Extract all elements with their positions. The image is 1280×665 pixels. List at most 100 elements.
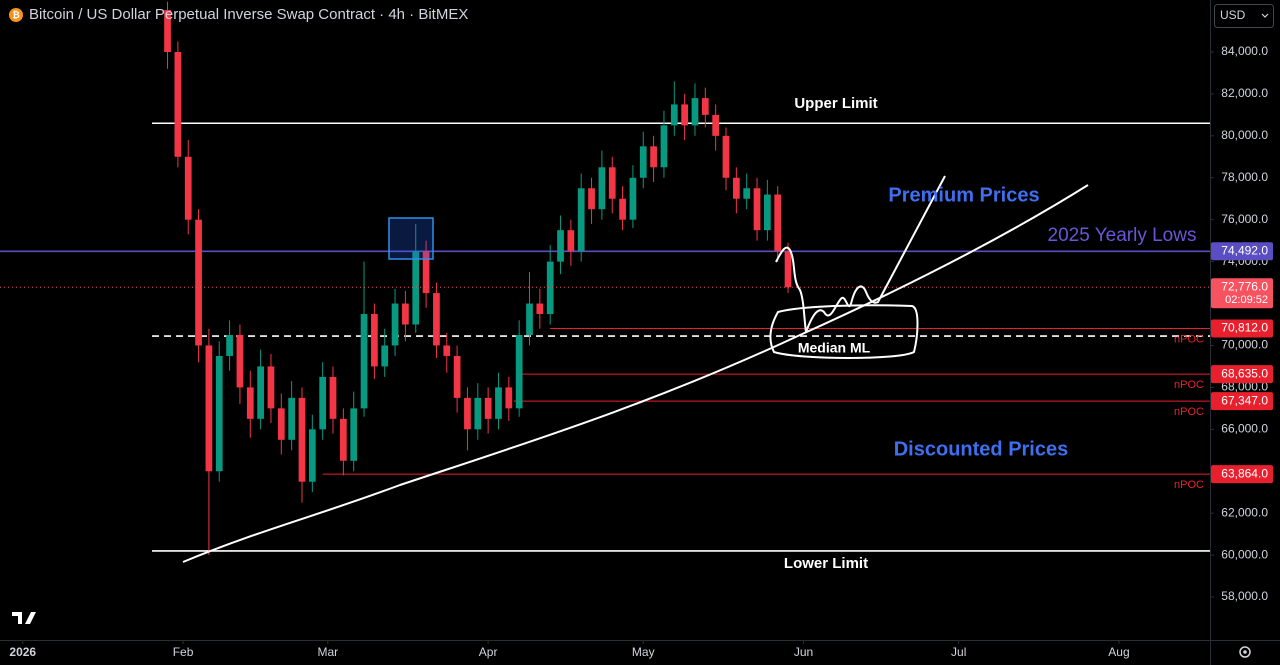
candle-body (567, 230, 575, 252)
candle-body (495, 387, 502, 419)
settings-icon[interactable] (1239, 646, 1251, 658)
candle-body (360, 314, 368, 409)
logo[interactable] (12, 612, 36, 624)
candle-body (381, 345, 389, 367)
candle-body (598, 167, 606, 210)
x-tick-label: Apr (479, 645, 498, 659)
y-tick-label: 58,000.0 (1221, 589, 1268, 603)
candle-body (308, 429, 316, 482)
candle-body (329, 376, 337, 419)
x-tick-label: Jul (951, 645, 966, 659)
y-tick-label: 70,000.0 (1221, 338, 1268, 352)
x-tick-label: Jun (794, 645, 813, 659)
candle-body (236, 334, 244, 388)
candle-body (774, 194, 782, 252)
candle-body (402, 303, 409, 325)
candle-body (639, 146, 647, 178)
y-tick-label: 78,000.0 (1221, 170, 1268, 184)
candle-body (164, 10, 171, 52)
candle-body (557, 230, 564, 262)
price-tag (1211, 242, 1273, 261)
annotation: Premium Prices (888, 184, 1039, 206)
level-marker: nPOC (1174, 406, 1204, 418)
candle-body (422, 251, 430, 294)
trend-line (182, 184, 1089, 563)
level-marker: nPOC (1174, 479, 1204, 491)
candle-body (350, 408, 358, 461)
level-marker: nPOC (1174, 379, 1204, 391)
candle-body (784, 251, 792, 288)
candle-body (319, 376, 327, 430)
y-tick-label: 62,000.0 (1221, 505, 1268, 519)
candle-body (660, 125, 668, 168)
candle-body (650, 146, 657, 168)
x-tick-label: Aug (1108, 645, 1129, 659)
currency-label[interactable]: USD (1220, 8, 1246, 22)
candle-body (453, 355, 461, 398)
level-marker: nPOC (1174, 333, 1204, 345)
candle-body (764, 194, 771, 231)
candle-body (505, 387, 513, 409)
candle-body (443, 345, 451, 356)
candle-body (371, 314, 378, 367)
candle-body (629, 177, 637, 220)
settings-icon-center (1243, 650, 1247, 654)
axes: 58,000.060,000.062,000.064,000.066,000.0… (9, 44, 1273, 659)
candle-body (577, 188, 585, 252)
x-tick-label: Mar (318, 645, 339, 659)
candle-body (753, 188, 761, 231)
symbol-icon-glyph: ₿ (12, 10, 19, 20)
candle-body (619, 198, 626, 220)
candle-body (722, 135, 730, 178)
candle-body (691, 98, 699, 126)
candle-body (464, 397, 471, 430)
y-tick-label: 82,000.0 (1221, 86, 1268, 100)
price-tag-label: 68,635.0 (1221, 366, 1268, 380)
candle-body (546, 261, 554, 315)
y-tick-label: 66,000.0 (1221, 421, 1268, 435)
candle-body (267, 366, 275, 409)
level-label: Median ML (798, 340, 871, 356)
last-price-label: 72,776.0 (1221, 279, 1268, 293)
highlight-box (388, 217, 434, 260)
x-tick-label: 2026 (9, 645, 36, 659)
candle-body (526, 303, 533, 335)
y-tick-label: 60,000.0 (1221, 547, 1268, 561)
scribble-box (769, 304, 919, 359)
price-tag (1211, 465, 1273, 484)
candle-body (205, 345, 213, 472)
candle-body (298, 397, 306, 482)
annotation: Discounted Prices (894, 438, 1069, 460)
x-tick-label: May (632, 645, 655, 659)
candle-body (701, 98, 709, 115)
y-tick-label: 84,000.0 (1221, 44, 1268, 58)
candle-body (174, 51, 182, 157)
y-tick-label: 80,000.0 (1221, 128, 1268, 142)
candle-body (515, 334, 523, 409)
candle-body (743, 188, 751, 199)
price-tag-label: 67,347.0 (1221, 393, 1268, 407)
price-tag (1211, 365, 1273, 384)
price-tag (1211, 319, 1273, 338)
candle-body (412, 251, 420, 325)
candle-body (288, 397, 296, 440)
candle-body (474, 397, 482, 430)
candle-body (433, 293, 440, 346)
scribble (775, 175, 946, 333)
candle-body (184, 156, 192, 220)
candle-body (608, 167, 616, 199)
plot-area: nPOC nPOC nPOC nPOC (0, 1, 1210, 556)
currency-select[interactable] (1214, 4, 1274, 28)
candle-body (339, 418, 347, 461)
candle-body (195, 219, 202, 346)
chart-title[interactable]: Bitcoin / US Dollar Perpetual Inverse Sw… (29, 6, 468, 23)
candles (164, 1, 792, 556)
level-label: Upper Limit (794, 95, 877, 112)
last-price-tag (1211, 278, 1273, 309)
candle-body (670, 104, 678, 126)
candle-body (712, 114, 720, 136)
x-tick-label: Feb (173, 645, 194, 659)
level-label: 2025 Yearly Lows (1048, 225, 1197, 246)
